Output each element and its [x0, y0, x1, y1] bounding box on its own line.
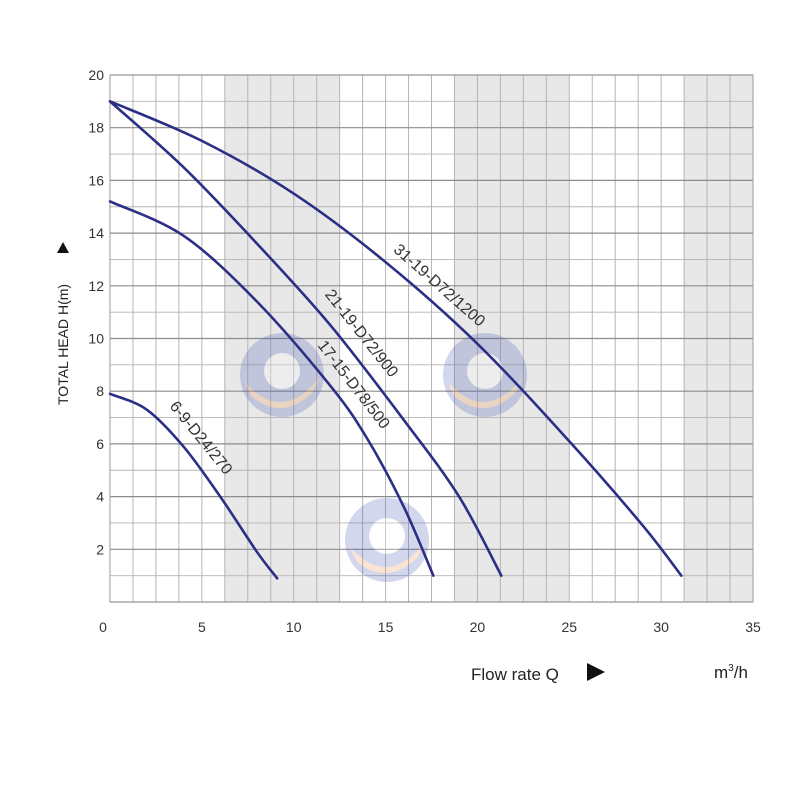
y-axis-title-group: TOTAL HEAD H(m): [55, 242, 71, 405]
watermark-logo-icon: [240, 333, 324, 417]
y-tick-label: 18: [88, 120, 104, 136]
x-axis-title: Flow rate Q: [471, 665, 559, 684]
x-tick-label: 15: [378, 619, 394, 635]
x-unit-superscript: 3: [728, 663, 734, 674]
x-tick-label: 10: [286, 619, 302, 635]
y-axis-arrow-icon: [57, 242, 69, 253]
y-tick-label: 20: [88, 67, 104, 83]
x-tick-label: 25: [561, 619, 577, 635]
series-line: [108, 100, 503, 577]
y-tick-label: 16: [88, 172, 104, 188]
y-tick-label: 14: [88, 225, 104, 241]
watermark-logo-icon: [443, 333, 527, 417]
x-tick-label: 30: [653, 619, 669, 635]
y-tick-labels: 2 4 6 8 10 12 14 16 18 20: [88, 67, 104, 557]
x-tick-label: 35: [745, 619, 761, 635]
y-axis-title: TOTAL HEAD H(m): [55, 284, 71, 405]
y-tick-label: 12: [88, 278, 104, 294]
x-axis-arrow-icon: [587, 663, 605, 681]
plot-frame: [109, 74, 754, 603]
grid-lines: [109, 74, 754, 603]
series-line: [108, 392, 279, 580]
x-tick-labels: 0 5 10 15 20 25 30 35: [99, 619, 761, 635]
y-tick-label: 6: [96, 436, 104, 452]
x-tick-label: 0: [99, 619, 107, 635]
y-tick-label: 8: [96, 383, 104, 399]
x-tick-label: 5: [198, 619, 206, 635]
x-tick-label: 20: [470, 619, 486, 635]
watermark-logo-icon: [345, 498, 429, 582]
x-unit-base: m: [714, 663, 728, 682]
series-curves: [108, 100, 683, 580]
x-axis-unit: m3/h: [714, 663, 748, 682]
y-tick-label: 4: [96, 489, 104, 505]
x-unit-tail: /h: [734, 663, 748, 682]
series-line: [108, 200, 435, 577]
y-tick-label: 10: [88, 331, 104, 347]
y-tick-label: 2: [96, 541, 104, 557]
series-line: [108, 100, 683, 577]
